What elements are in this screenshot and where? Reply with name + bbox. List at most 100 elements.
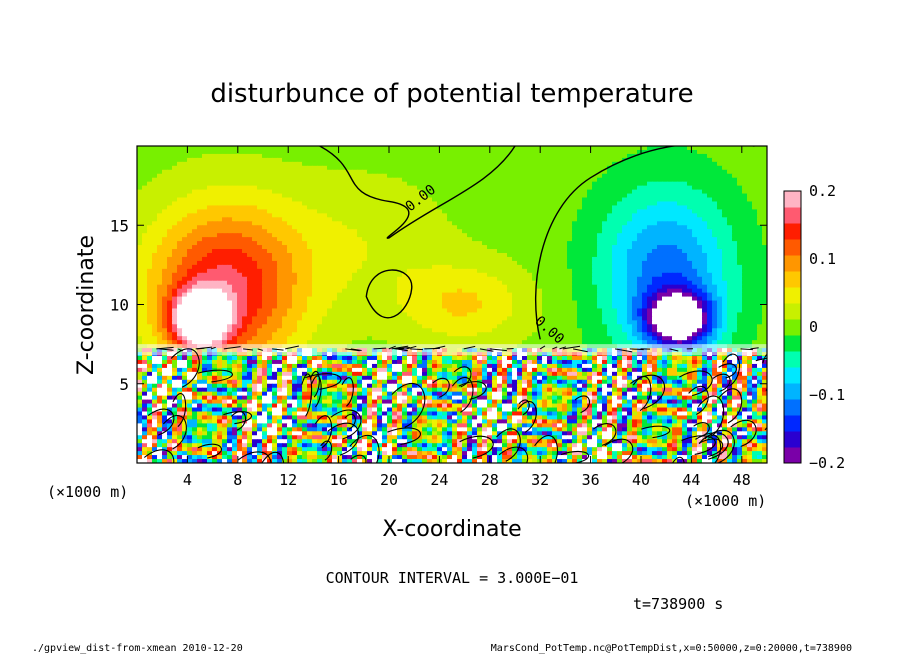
heatmap-cell <box>282 260 288 266</box>
heatmap-cell <box>217 241 223 246</box>
heatmap-cell <box>292 169 298 175</box>
heatmap-cell <box>322 153 328 159</box>
heatmap-cell <box>607 185 613 191</box>
heatmap-cell <box>652 241 658 246</box>
heatmap-cell <box>562 237 568 242</box>
heatmap-cell <box>427 146 433 151</box>
heatmap-cell <box>557 268 563 274</box>
heatmap-cell <box>182 169 188 175</box>
heatmap-cell <box>262 181 268 187</box>
heatmap-cell <box>707 185 713 191</box>
heatmap-cell <box>237 288 243 294</box>
heatmap-cell <box>512 161 518 167</box>
heatmap-cell <box>192 205 198 210</box>
heatmap-cell <box>592 189 598 195</box>
heatmap-cell <box>577 296 583 302</box>
heatmap-cell <box>752 157 758 163</box>
heatmap-cell <box>752 201 758 207</box>
heatmap-cell <box>167 153 173 159</box>
heatmap-cell <box>352 153 358 159</box>
heatmap-cell <box>247 260 253 266</box>
heatmap-cell <box>187 209 193 214</box>
heatmap-cell <box>387 193 393 199</box>
heatmap-cell <box>332 300 338 306</box>
heatmap-cell <box>407 280 413 286</box>
heatmap-cell <box>467 213 473 218</box>
heatmap-cell <box>517 165 523 171</box>
heatmap-cell <box>532 205 538 210</box>
heatmap-cell <box>622 264 628 270</box>
heatmap-cell <box>287 217 293 222</box>
heatmap-cell <box>147 153 153 159</box>
heatmap-cell <box>347 157 353 163</box>
heatmap-cell <box>527 229 533 234</box>
heatmap-cell <box>317 149 323 155</box>
heatmap-cell <box>287 288 293 294</box>
heatmap-cell <box>717 161 723 167</box>
heatmap-cell <box>507 185 513 191</box>
heatmap-cell <box>707 213 713 218</box>
heatmap-cell <box>667 292 673 298</box>
heatmap-cell <box>222 197 228 203</box>
heatmap-cell <box>222 161 228 167</box>
heatmap-cell <box>397 153 403 159</box>
heatmap-cell <box>347 237 353 242</box>
heatmap-cell <box>542 272 548 278</box>
heatmap-cell <box>282 245 288 250</box>
heatmap-cell <box>192 296 198 302</box>
heatmap-cell <box>167 185 173 191</box>
heatmap-cell <box>522 264 528 270</box>
heatmap-cell <box>697 181 703 187</box>
heatmap-cell <box>237 241 243 246</box>
heatmap-cell <box>642 209 648 214</box>
heatmap-cell <box>252 209 258 214</box>
heatmap-cell <box>632 165 638 171</box>
heatmap-cell <box>372 300 378 306</box>
heatmap-cell <box>147 213 153 218</box>
heatmap-cell <box>192 185 198 191</box>
heatmap-cell <box>217 245 223 250</box>
heatmap-cell <box>237 233 243 238</box>
heatmap-cell <box>647 205 653 210</box>
heatmap-cell <box>137 264 143 270</box>
heatmap-cell <box>752 185 758 191</box>
heatmap-cell <box>642 264 648 270</box>
heatmap-cell <box>427 169 433 175</box>
heatmap-cell <box>147 177 153 183</box>
heatmap-cell <box>447 256 453 262</box>
heatmap-cell <box>222 284 228 290</box>
heatmap-cell <box>297 268 303 274</box>
heatmap-cell <box>382 173 388 179</box>
heatmap-cell <box>382 241 388 246</box>
heatmap-cell <box>342 260 348 266</box>
heatmap-cell <box>302 260 308 266</box>
heatmap-cell <box>347 292 353 298</box>
heatmap-cell <box>457 276 463 282</box>
heatmap-cell <box>342 292 348 298</box>
heatmap-cell <box>402 209 408 214</box>
heatmap-cell <box>537 153 543 159</box>
heatmap-cell <box>297 292 303 298</box>
heatmap-cell <box>172 296 178 302</box>
heatmap-cell <box>437 213 443 218</box>
heatmap-cell <box>302 229 308 234</box>
heatmap-cell <box>457 241 463 246</box>
heatmap-cell <box>472 146 478 151</box>
heatmap-cell <box>217 213 223 218</box>
heatmap-cell <box>477 169 483 175</box>
heatmap-cell <box>662 264 668 270</box>
heatmap-cell <box>722 173 728 179</box>
heatmap-cell <box>237 245 243 250</box>
heatmap-cell <box>317 225 323 230</box>
heatmap-cell <box>667 213 673 218</box>
heatmap-cell <box>672 197 678 203</box>
heatmap-cell <box>512 233 518 238</box>
heatmap-cell <box>657 201 663 207</box>
heatmap-cell <box>672 249 678 254</box>
heatmap-cell <box>322 233 328 238</box>
heatmap-cell <box>412 260 418 266</box>
heatmap-cell <box>452 272 458 278</box>
heatmap-cell <box>722 249 728 254</box>
heatmap-cell <box>212 153 218 159</box>
heatmap-cell <box>437 217 443 222</box>
